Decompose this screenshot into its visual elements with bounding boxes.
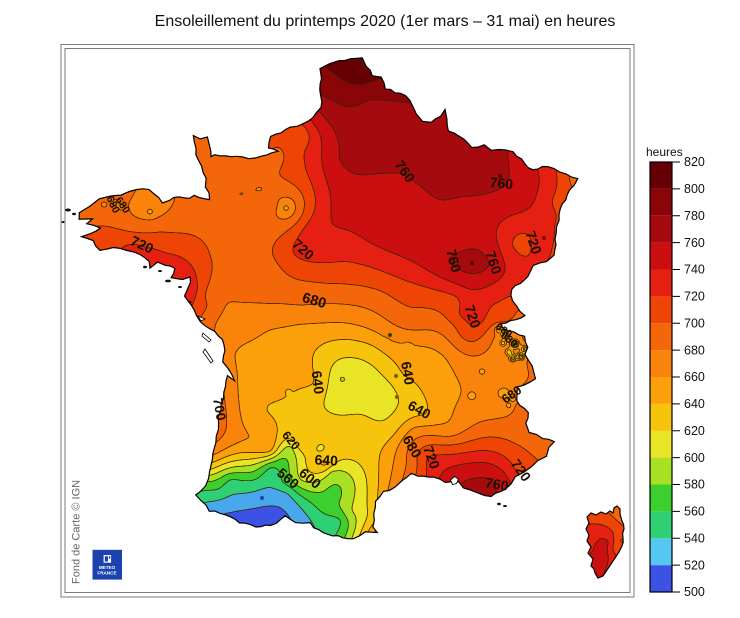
svg-text:800: 800 bbox=[684, 182, 705, 196]
svg-text:660: 660 bbox=[684, 370, 705, 384]
svg-text:720: 720 bbox=[684, 290, 705, 304]
svg-text:580: 580 bbox=[684, 478, 705, 492]
svg-text:760: 760 bbox=[443, 247, 465, 274]
svg-text:760: 760 bbox=[684, 236, 705, 250]
svg-text:600: 600 bbox=[684, 451, 705, 465]
svg-text:640: 640 bbox=[398, 360, 418, 386]
svg-text:780: 780 bbox=[684, 209, 705, 223]
svg-text:760: 760 bbox=[489, 174, 514, 192]
svg-text:560: 560 bbox=[684, 505, 705, 519]
svg-text:680: 680 bbox=[300, 290, 328, 312]
svg-text:720: 720 bbox=[420, 444, 443, 472]
svg-text:640: 640 bbox=[309, 370, 328, 395]
svg-text:820: 820 bbox=[684, 155, 705, 169]
svg-text:500: 500 bbox=[684, 585, 705, 599]
svg-text:700: 700 bbox=[684, 316, 705, 330]
svg-text:heures: heures bbox=[646, 145, 683, 159]
svg-text:METEO: METEO bbox=[99, 565, 116, 570]
svg-text:760: 760 bbox=[483, 249, 506, 276]
svg-text:FRANCE: FRANCE bbox=[97, 570, 116, 575]
svg-text:740: 740 bbox=[684, 263, 705, 277]
svg-text:640: 640 bbox=[684, 397, 705, 411]
svg-text:720: 720 bbox=[462, 303, 485, 330]
svg-text:540: 540 bbox=[684, 531, 705, 545]
svg-text:620: 620 bbox=[684, 424, 705, 438]
svg-text:Fond de Carte © IGN: Fond de Carte © IGN bbox=[71, 480, 83, 584]
svg-text:760: 760 bbox=[484, 474, 510, 494]
svg-text:Ensoleillement du printemps 20: Ensoleillement du printemps 2020 (1er ma… bbox=[155, 13, 616, 30]
svg-text:700: 700 bbox=[210, 397, 229, 422]
svg-text:520: 520 bbox=[684, 558, 705, 572]
svg-text:680: 680 bbox=[684, 343, 705, 357]
svg-text:640: 640 bbox=[314, 451, 338, 468]
svg-text:720: 720 bbox=[523, 229, 546, 256]
